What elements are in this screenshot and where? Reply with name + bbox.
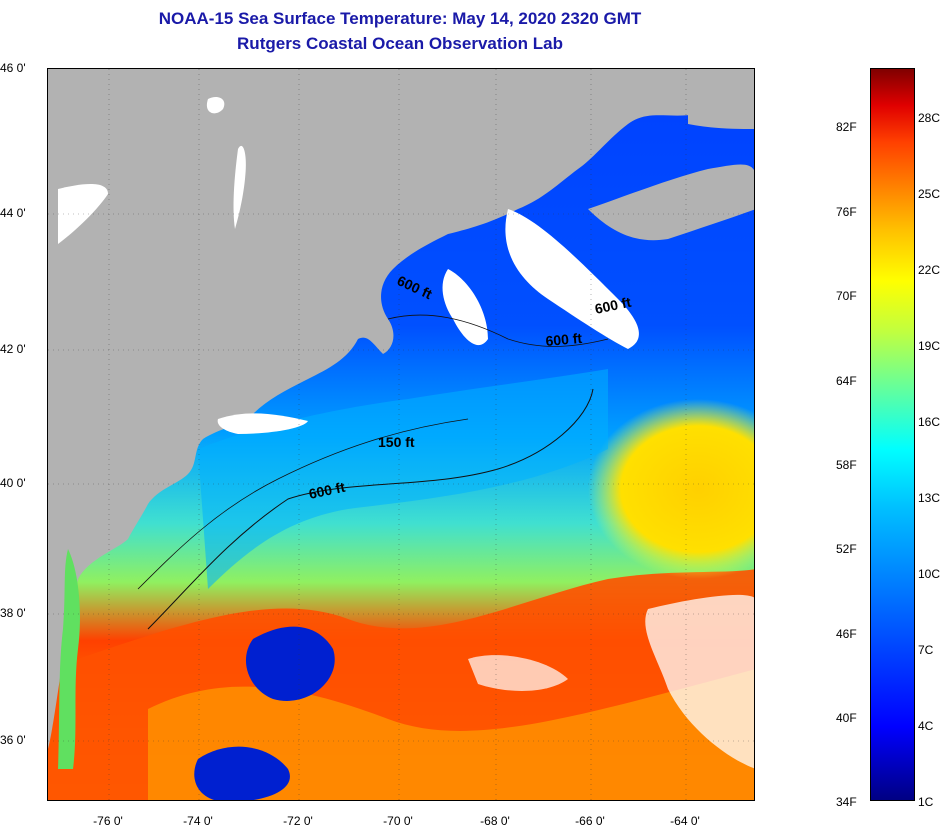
colorbar-label-76f: 76F	[836, 205, 857, 219]
colorbar-label-25c: 25C	[918, 187, 941, 201]
lon-label-72: -72 0'	[283, 814, 313, 828]
colorbar-label-22c: 22C	[918, 263, 941, 277]
colorbar-label-28c: 28C	[918, 111, 941, 125]
lat-label-46: 46 0'	[0, 61, 26, 75]
grid-lines	[48, 69, 754, 800]
map-title: NOAA-15 Sea Surface Temperature: May 14,…	[158, 9, 642, 28]
colorbar-label-64f: 64F	[836, 374, 857, 388]
cold-eddy-2	[194, 746, 290, 800]
lat-label-36: 36 0'	[0, 733, 26, 747]
land-long-island	[217, 413, 308, 434]
colorbar-label-19c: 19C	[918, 339, 941, 353]
colorbar-label-13c: 13C	[918, 491, 941, 505]
colorbar-label-34f: 34F	[836, 795, 857, 809]
depth-label-600ft-c: 600 ft	[545, 330, 583, 349]
colorbar-label-10c: 10C	[918, 567, 941, 581]
inland-lake-1	[206, 97, 225, 114]
inland-lake-2	[233, 145, 246, 229]
gulf-stream-orange-water	[148, 669, 754, 800]
colorbar-label-4c: 4C	[918, 719, 934, 733]
lon-label-64: -64 0'	[670, 814, 700, 828]
cloud-patch-center	[468, 655, 568, 691]
cloud-patch-se	[645, 594, 754, 769]
colorbar-label-7c: 7C	[918, 643, 934, 657]
cold-eddy-1	[245, 626, 335, 701]
cloud-patch-gulf-of-maine	[505, 209, 639, 349]
lat-label-42: 42 0'	[0, 342, 26, 356]
cloud-patch-georges	[442, 269, 488, 346]
land-cape-breton	[688, 97, 754, 129]
colorbar-label-1c: 1C	[918, 795, 934, 809]
colorbar-label-82f: 82F	[836, 120, 857, 134]
colorbar-label-52f: 52F	[836, 542, 857, 556]
temperature-colorbar	[870, 68, 915, 801]
lon-label-68: -68 0'	[480, 814, 510, 828]
map-subtitle: Rutgers Coastal Ocean Observation Lab	[237, 34, 563, 53]
lat-label-38: 38 0'	[0, 606, 26, 620]
lat-label-44: 44 0'	[0, 206, 26, 220]
contour-600ft-shelf-break	[147, 388, 594, 630]
depth-label-600ft-d: 600 ft	[307, 479, 346, 502]
colorbar-label-16c: 16C	[918, 415, 941, 429]
warm-eddy	[588, 399, 754, 579]
lat-label-40: 40 0'	[0, 476, 26, 490]
chesapeake-bay	[58, 549, 80, 769]
colorbar-label-70f: 70F	[836, 289, 857, 303]
lon-label-74: -74 0'	[183, 814, 213, 828]
contour-150ft	[137, 418, 469, 590]
land-mainland	[48, 69, 754, 749]
colorbar-label-46f: 46F	[836, 627, 857, 641]
lon-label-70: -70 0'	[383, 814, 413, 828]
land-nova-scotia	[588, 164, 754, 241]
colorbar-label-58f: 58F	[836, 458, 857, 472]
contour-600ft-gulf-of-maine	[387, 314, 609, 347]
depth-label-600ft-b: 600 ft	[593, 294, 632, 317]
depth-label-150ft: 150 ft	[378, 434, 415, 450]
lon-label-66: -66 0'	[575, 814, 605, 828]
lon-label-76: -76 0'	[93, 814, 123, 828]
colorbar-label-40f: 40F	[836, 711, 857, 725]
sst-map: 600 ft 600 ft 600 ft 150 ft 600 ft	[47, 68, 755, 801]
